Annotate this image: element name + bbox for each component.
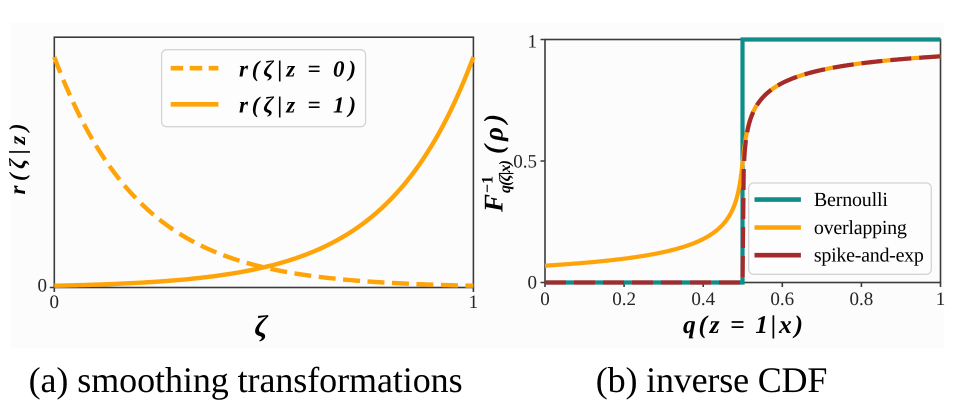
svg-text:ζ: ζ (254, 310, 269, 343)
svg-text:0: 0 (540, 289, 550, 310)
svg-text:0.8: 0.8 (850, 289, 874, 310)
svg-text:0.2: 0.2 (612, 289, 636, 310)
svg-text:Bernoulli: Bernoulli (814, 189, 888, 211)
svg-text:(b) inverse CDF: (b) inverse CDF (596, 360, 828, 400)
svg-text:(ρ): (ρ) (479, 114, 509, 154)
svg-text:0.4: 0.4 (691, 289, 715, 310)
svg-text:0: 0 (38, 276, 48, 297)
svg-text:overlapping: overlapping (814, 217, 907, 239)
svg-text:q(z = 1|x): q(z = 1|x) (683, 310, 803, 339)
svg-text:1: 1 (936, 289, 946, 310)
svg-text:0.6: 0.6 (770, 289, 794, 310)
svg-text:0.5: 0.5 (513, 152, 537, 173)
svg-text:0: 0 (50, 292, 60, 313)
svg-text:1: 1 (528, 32, 538, 53)
svg-text:(a) smoothing transformations: (a) smoothing transformations (29, 360, 463, 400)
svg-text:q(ζ|x): q(ζ|x) (497, 160, 514, 193)
svg-text:1: 1 (469, 292, 479, 313)
svg-text:0: 0 (528, 273, 538, 294)
svg-text:F: F (479, 194, 509, 213)
svg-text:−1: −1 (480, 176, 497, 193)
svg-text:spike-and-exp: spike-and-exp (814, 245, 924, 267)
